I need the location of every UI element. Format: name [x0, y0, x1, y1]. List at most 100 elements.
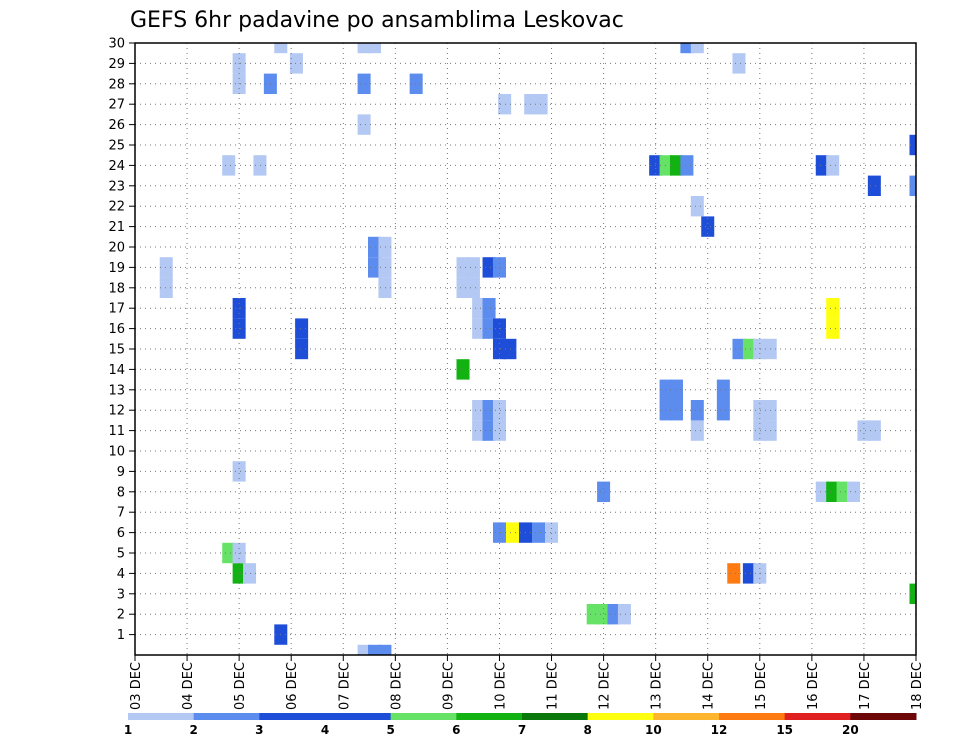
cell-55 [482, 318, 496, 339]
y-tick-label-6: 6 [117, 526, 125, 541]
cell-68 [378, 257, 392, 278]
cell-42 [669, 379, 684, 400]
cell-59 [472, 298, 486, 319]
cell-9 [742, 563, 756, 584]
cell-78 [909, 175, 916, 196]
colorbar-segment-7 [587, 713, 654, 720]
cell-85 [815, 155, 829, 176]
cell-70 [466, 257, 480, 278]
y-tick-label-24: 24 [108, 159, 125, 174]
y-tick-label-17: 17 [108, 302, 125, 317]
x-tick-label-3: 06 DEC [285, 662, 300, 710]
colorbar-label-1: 1 [124, 723, 132, 737]
cell-8 [727, 563, 741, 584]
x-axis: 03 DEC 04 DEC 05 DEC 06 DEC 07 DEC 08 DEC 09 D… [129, 655, 925, 710]
colorbar-segment-6 [522, 713, 589, 720]
colorbar-label-6: 6 [452, 723, 460, 737]
cell-45 [732, 338, 746, 360]
cell-66 [159, 257, 173, 278]
x-tick-label-12: 15 DEC [754, 662, 769, 710]
cell-7 [243, 563, 257, 584]
cell-20 [826, 481, 840, 502]
y-tick-label-26: 26 [108, 118, 125, 133]
cell-18 [597, 481, 611, 502]
x-tick-label-8: 11 DEC [546, 662, 561, 710]
y-tick-label-5: 5 [117, 547, 125, 562]
cell-87 [909, 134, 916, 156]
y-tick-label-23: 23 [108, 179, 125, 194]
cell-102 [680, 43, 694, 54]
cell-17 [545, 522, 559, 543]
cell-54 [472, 318, 486, 339]
x-tick-label-5: 08 DEC [389, 662, 404, 710]
cell-39 [753, 400, 767, 421]
x-tick-label-9: 12 DEC [598, 662, 613, 710]
y-tick-label-25: 25 [108, 139, 125, 154]
cell-27 [690, 420, 704, 441]
cell-41 [659, 379, 673, 400]
cell-103 [690, 43, 704, 54]
y-tick-label-10: 10 [108, 445, 125, 460]
cell-11 [222, 542, 236, 564]
x-tick-label-11: 14 DEC [702, 662, 717, 710]
cell-89 [498, 94, 512, 115]
y-tick-label-30: 30 [108, 37, 125, 52]
colorbar-label-12: 12 [711, 723, 728, 737]
colorbar-label-5: 5 [386, 723, 394, 737]
colorbar-label-7: 7 [518, 723, 526, 737]
cell-98 [732, 53, 746, 74]
cell-64 [456, 277, 470, 298]
cell-13 [492, 522, 506, 543]
cell-30 [857, 420, 871, 441]
cell-21 [836, 481, 850, 502]
colorbar-segment-5 [456, 713, 523, 720]
cell-83 [669, 155, 684, 176]
cell-77 [867, 175, 881, 196]
x-tick-label-13: 16 DEC [806, 662, 821, 710]
cell-79 [222, 155, 236, 176]
cell-72 [492, 257, 506, 278]
cell-44 [456, 359, 470, 380]
cell-37 [690, 400, 704, 421]
y-tick-label-7: 7 [117, 506, 125, 521]
cell-14 [505, 522, 519, 543]
colorbar-segment-10 [784, 713, 851, 720]
y-tick-label-3: 3 [117, 587, 125, 602]
cell-46 [742, 338, 756, 360]
y-tick-label-21: 21 [108, 220, 125, 235]
colorbar-segment-11 [850, 713, 917, 720]
y-tick-label-20: 20 [108, 241, 125, 256]
y-tick-label-29: 29 [108, 57, 125, 72]
cell-31 [867, 420, 881, 441]
x-tick-label-1: 04 DEC [181, 662, 196, 710]
y-tick-label-15: 15 [108, 343, 125, 358]
cell-91 [534, 94, 548, 115]
y-tick-label-12: 12 [108, 404, 125, 419]
cell-5 [909, 583, 916, 604]
cell-57 [826, 318, 840, 339]
cell-24 [472, 420, 486, 441]
y-tick-label-22: 22 [108, 200, 125, 215]
cell-106 [378, 644, 392, 655]
y-tick-label-16: 16 [108, 322, 125, 337]
cell-36 [669, 400, 684, 421]
colorbar-segment-3 [325, 713, 392, 720]
cell-86 [826, 155, 840, 176]
cell-76 [690, 196, 704, 217]
cell-51 [503, 338, 517, 360]
colorbar-segment-4 [390, 713, 457, 720]
colorbar-label-15: 15 [776, 723, 793, 737]
x-tick-label-10: 13 DEC [650, 662, 665, 710]
cell-95 [409, 73, 423, 94]
cell-100 [357, 43, 371, 54]
cell-22 [847, 481, 861, 502]
colorbar-segment-0 [128, 713, 195, 720]
cell-60 [482, 298, 496, 319]
cell-105 [367, 644, 382, 655]
y-tick-label-18: 18 [108, 281, 125, 296]
colorbar: 1 2 3 4 5 6 7 8 10 12 15 20 [124, 713, 917, 737]
y-tick-label-19: 19 [108, 261, 125, 276]
cell-53 [295, 318, 309, 339]
y-axis: 1234567891011121314151617181920212223242… [108, 37, 135, 643]
